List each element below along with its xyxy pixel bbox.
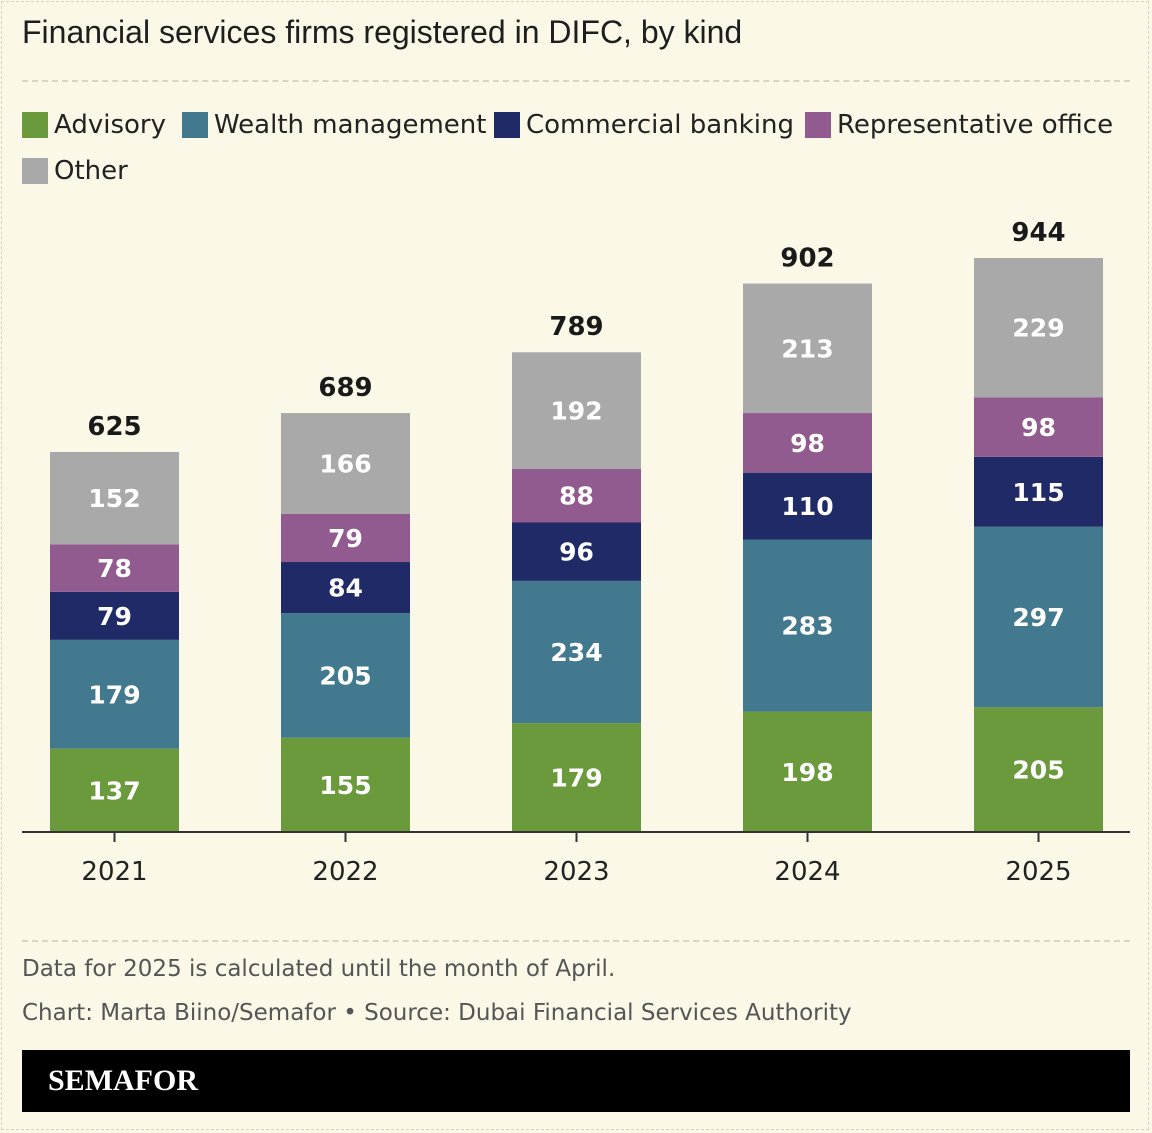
bar-segment-2023-other	[512, 352, 641, 469]
bar-segment-2024-advisory	[743, 711, 872, 832]
segment-value-label: 78	[97, 554, 132, 583]
x-tick-label-2024: 2024	[774, 857, 840, 887]
legend-label-wealth-management: Wealth management	[214, 110, 487, 140]
segment-value-label: 297	[1012, 603, 1064, 632]
x-tick-label-2021: 2021	[81, 857, 147, 887]
segment-value-label: 115	[1012, 478, 1064, 507]
x-tick-label-2025: 2025	[1005, 857, 1071, 887]
segment-value-label: 179	[88, 680, 140, 709]
bar-segment-2025-other	[974, 258, 1103, 398]
bar-total-label: 902	[780, 244, 834, 274]
bar-segment-2023-representative-office	[512, 468, 641, 523]
segment-value-label: 192	[550, 397, 602, 426]
segment-value-label: 88	[559, 482, 594, 511]
footnote-note: Data for 2025 is calculated until the mo…	[22, 956, 616, 982]
bar-segment-2021-commercial-banking	[50, 591, 179, 640]
bar-total-label: 789	[549, 312, 603, 342]
bar-segment-2025-representative-office	[974, 397, 1103, 457]
legend-item-representative-office: Representative office	[805, 110, 1113, 140]
bar-segment-2023-advisory	[512, 723, 641, 832]
chart-title: Financial services firms registered in D…	[22, 14, 743, 50]
legend-item-commercial-banking: Commercial banking	[494, 110, 794, 140]
bar-segment-2021-wealth-management	[50, 639, 179, 749]
segment-value-label: 283	[781, 612, 833, 641]
segment-value-label: 198	[781, 758, 833, 787]
legend-item-wealth-management: Wealth management	[182, 110, 486, 140]
legend-swatch-advisory	[22, 112, 48, 138]
bar-segment-2021-advisory	[50, 748, 179, 832]
legend-label-advisory: Advisory	[54, 110, 166, 140]
bar-total-label: 625	[87, 412, 141, 442]
legend-swatch-wealth-management	[182, 112, 208, 138]
segment-value-label: 229	[1012, 314, 1064, 343]
bar-segment-2022-other	[281, 413, 410, 514]
legend-label-representative-office: Representative office	[837, 110, 1114, 140]
bar-segment-2025-wealth-management	[974, 526, 1103, 708]
segment-value-label: 137	[88, 776, 140, 805]
segment-value-label: 98	[1021, 413, 1056, 442]
stacked-bar-chart: 137 179 79 78 152 625 2021 155 205 84 79 166 689 2022…	[22, 218, 1130, 887]
bar-segment-2024-wealth-management	[743, 539, 872, 712]
bar-segment-2024-other	[743, 283, 872, 414]
bar-segment-2021-other	[50, 451, 179, 545]
legend-swatch-commercial-banking	[494, 112, 520, 138]
segment-value-label: 155	[319, 771, 371, 800]
bar-total-label: 944	[1011, 218, 1065, 248]
segment-value-label: 96	[559, 538, 594, 567]
bar-segment-2024-commercial-banking	[743, 472, 872, 540]
segment-value-label: 166	[319, 450, 371, 479]
footnote-credit: Chart: Marta Biino/Semafor • Source: Dub…	[22, 1000, 852, 1026]
bar-segment-2022-commercial-banking	[281, 562, 410, 614]
bar-segment-2022-advisory	[281, 737, 410, 832]
segment-value-label: 234	[550, 638, 602, 667]
bar-segment-2021-representative-office	[50, 544, 179, 592]
segment-value-label: 152	[88, 484, 140, 513]
legend-label-commercial-banking: Commercial banking	[526, 110, 794, 140]
title-divider	[22, 80, 1130, 82]
bar-segment-2022-wealth-management	[281, 613, 410, 738]
x-tick-label-2022: 2022	[312, 857, 378, 887]
bar-segment-2022-representative-office	[281, 513, 410, 563]
legend-swatch-other	[22, 158, 48, 184]
bar-total-label: 689	[318, 373, 372, 403]
segment-value-label: 98	[790, 429, 825, 458]
brand-bar: SEMAFOR	[22, 1050, 1130, 1112]
bar-segment-2025-advisory	[974, 707, 1103, 832]
legend-label-other: Other	[54, 156, 128, 186]
segment-value-label: 84	[328, 574, 363, 603]
brand-logo: SEMAFOR	[48, 1064, 198, 1097]
legend-swatch-representative-office	[805, 112, 831, 138]
segment-value-label: 205	[319, 661, 371, 690]
segment-value-label: 179	[550, 764, 602, 793]
segment-value-label: 213	[781, 334, 833, 363]
segment-value-label: 79	[328, 524, 363, 553]
segment-value-label: 110	[781, 492, 833, 521]
bar-segment-2025-commercial-banking	[974, 456, 1103, 527]
bar-segment-2023-wealth-management	[512, 580, 641, 724]
legend-item-advisory: Advisory	[22, 110, 166, 140]
segment-value-label: 205	[1012, 756, 1064, 785]
bar-segment-2023-commercial-banking	[512, 522, 641, 581]
footer-divider	[22, 940, 1130, 942]
segment-value-label: 79	[97, 602, 132, 631]
legend-item-other: Other	[22, 156, 128, 186]
x-tick-label-2023: 2023	[543, 857, 609, 887]
bar-segment-2024-representative-office	[743, 413, 872, 473]
